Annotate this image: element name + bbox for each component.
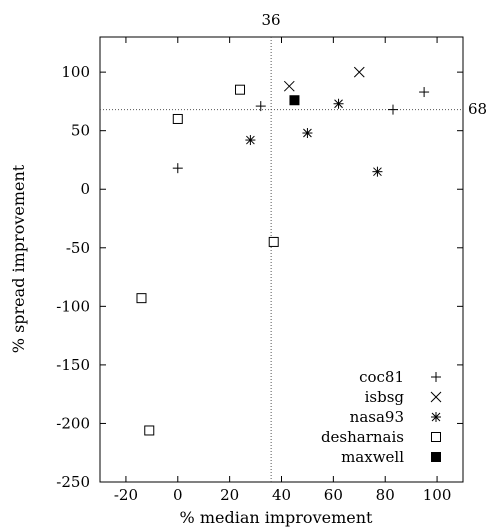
legend-marker-coc81 — [431, 372, 441, 382]
x-tick-label: 40 — [272, 486, 291, 504]
legend: coc81 isbsg nasa93 desharnais maxwell — [321, 368, 404, 466]
point-desharnais — [235, 84, 246, 95]
y-tick-label: 0 — [80, 180, 90, 198]
x-reference-label: 36 — [261, 11, 280, 29]
y-tick-label: -200 — [56, 414, 90, 432]
legend-label-coc81: coc81 — [359, 368, 404, 386]
point-nasa93 — [372, 166, 383, 177]
x-tick-label: 80 — [376, 486, 395, 504]
point-maxwell — [289, 95, 300, 106]
x-axis-title: % median improvement — [180, 508, 373, 527]
legend-marker-nasa93 — [431, 412, 441, 422]
y-tick-label: 100 — [61, 63, 90, 81]
point-isbsg — [353, 66, 365, 78]
y-axis-title: % spread improvement — [9, 164, 28, 353]
point-nasa93 — [333, 98, 344, 109]
point-desharnais — [172, 113, 183, 124]
y-tick-label: -150 — [56, 356, 90, 374]
legend-label-maxwell: maxwell — [341, 448, 404, 466]
x-tick-label: 20 — [220, 486, 239, 504]
point-coc81 — [172, 163, 183, 174]
legend-label-nasa93: nasa93 — [350, 408, 404, 426]
x-tick-label: 100 — [423, 486, 452, 504]
y-reference-label: 68 — [468, 100, 487, 118]
point-coc81 — [255, 101, 266, 112]
point-nasa93 — [302, 128, 313, 139]
y-tick-label: 50 — [71, 122, 90, 140]
point-desharnais — [136, 293, 147, 304]
point-isbsg — [283, 80, 295, 92]
x-tick-label: 60 — [324, 486, 343, 504]
point-nasa93 — [245, 135, 256, 146]
plot-frame — [99, 36, 464, 483]
y-tick-label: -50 — [66, 239, 90, 257]
legend-marker-maxwell — [431, 452, 441, 462]
point-desharnais — [268, 236, 279, 247]
point-desharnais — [144, 425, 155, 436]
point-coc81 — [387, 104, 398, 115]
point-coc81 — [419, 87, 430, 98]
legend-marker-isbsg — [430, 391, 442, 403]
x-tick-label: 0 — [173, 486, 183, 504]
legend-label-desharnais: desharnais — [321, 428, 404, 446]
y-tick-label: -250 — [56, 473, 90, 491]
y-tick-label: -100 — [56, 297, 90, 315]
legend-label-isbsg: isbsg — [365, 388, 405, 406]
legend-marker-desharnais — [431, 432, 441, 442]
x-tick-label: -20 — [114, 486, 138, 504]
